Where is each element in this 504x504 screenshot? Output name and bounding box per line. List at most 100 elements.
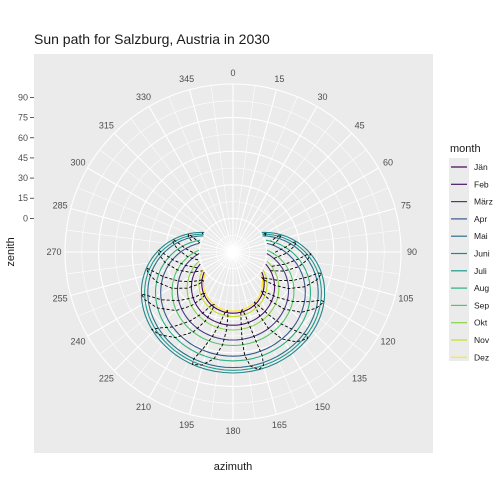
zenith-tick-label: 0 [23,213,28,223]
grid-spoke [232,207,396,253]
azimuth-tick-label: 345 [179,74,194,84]
grid-spoke [232,96,298,253]
azimuth-tick-label: 0 [230,68,235,78]
legend-title: month [450,143,481,155]
legend-key-background [449,158,469,361]
zenith-tick-label: 45 [18,153,28,163]
grid-spoke [99,149,234,253]
hour-analemma-line [191,309,229,366]
azimuth-tick-label: 300 [70,158,85,168]
azimuth-tick-label: 240 [70,337,85,347]
grid-spoke [130,251,234,386]
grid [64,83,402,421]
chart-title: Sun path for Salzburg, Austria in 2030 [34,31,270,47]
azimuth-tick-label: 150 [315,402,330,412]
azimuth-tick-label: 45 [355,120,365,130]
legend-label: Feb [474,179,489,189]
grid-spoke [188,251,234,415]
hour-analemma-line [240,308,264,371]
hour-analemma-line [145,267,205,289]
grid-spoke [232,251,400,275]
hour-analemma-line [270,253,312,272]
grid-spoke [148,106,234,253]
hour-analemma-line [272,240,298,259]
x-axis-title: azimuth [214,461,253,473]
grid-spoke [232,187,389,253]
hour-analemma-line [253,301,309,343]
grid-spoke [168,96,234,253]
azimuth-tick-label: 30 [317,92,327,102]
legend-label: Jän [474,162,488,172]
grid-spoke [232,118,336,253]
legend-label: Juni [474,249,490,259]
azimuth-tick-label: 165 [272,420,287,430]
hour-analemma-line [140,292,207,311]
azimuth-tick-label: 255 [53,293,68,303]
grid-spoke [70,251,234,297]
legend: month Jän Feb März Apr Mai Juni Juli Aug Sep Okt N… [449,143,493,362]
sun-path-Dez [202,272,264,312]
grid-spoke [87,167,234,253]
grid-spoke [232,89,278,253]
azimuth-tick-label: 225 [99,374,114,384]
sun-path-Juli [144,233,322,371]
sun-path-Jän [201,271,265,314]
grid-spoke [77,251,234,317]
grid-spoke [66,251,234,275]
azimuth-tick-label: 330 [136,92,151,102]
legend-label: Apr [474,214,487,224]
azimuth-tick-label: 270 [46,247,61,257]
grid-spoke [232,251,318,398]
hour-analemma-line [187,233,201,244]
grid-spoke [66,229,234,253]
azimuth-tick-label: 15 [274,74,284,84]
grid-spoke [113,132,234,253]
azimuth-tick-label: 90 [407,247,417,257]
azimuth-tick-label: 315 [99,120,114,130]
grid-spoke [232,251,396,297]
hour-analemma-line [172,238,200,261]
grid-spoke [232,132,353,253]
legend-label: Mai [474,231,488,241]
grid-spoke [168,251,234,408]
grid-spoke [70,207,234,253]
grid-spoke [232,251,353,372]
grid-spoke [232,167,379,253]
y-axis-title: zenith [5,237,17,266]
legend-label: Aug [474,283,489,293]
grid-spoke [210,251,234,419]
sun-path-Apr [160,242,306,357]
zenith-tick-label: 75 [18,113,28,123]
zenith-tick-label: 90 [18,92,28,102]
axis-labels: 0153045607590105120135150165180195210225… [18,68,417,436]
hour-analemma-line [270,233,282,246]
zenith-tick-label: 15 [18,193,28,203]
grid-spoke [232,251,278,415]
azimuth-tick-label: 135 [352,374,367,384]
zenith-tick-label: 60 [18,133,28,143]
grid-spoke [210,85,234,253]
legend-label: Okt [474,318,488,328]
grid-spoke [130,118,234,253]
grid-spoke [232,106,318,253]
grid-spoke [232,251,367,355]
hour-analemma-line [260,272,323,290]
azimuth-tick-label: 60 [383,158,393,168]
azimuth-tick-label: 120 [381,337,396,347]
grid-spoke [232,85,256,253]
sun-path-Sep [171,249,295,346]
azimuth-tick-label: 285 [53,201,68,211]
azimuth-tick-label: 75 [401,201,411,211]
grid-spoke [77,187,234,253]
data-layer [140,231,326,374]
legend-label: Nov [474,335,490,345]
legend-label: Juli [474,266,487,276]
grid-spoke [232,149,367,253]
grid-spoke [148,251,234,398]
sun-path-Juni [140,231,326,374]
grid-spoke [232,251,389,317]
legend-label: Dez [474,352,489,362]
legend-label: Sep [474,300,489,310]
grid-spoke [188,89,234,253]
